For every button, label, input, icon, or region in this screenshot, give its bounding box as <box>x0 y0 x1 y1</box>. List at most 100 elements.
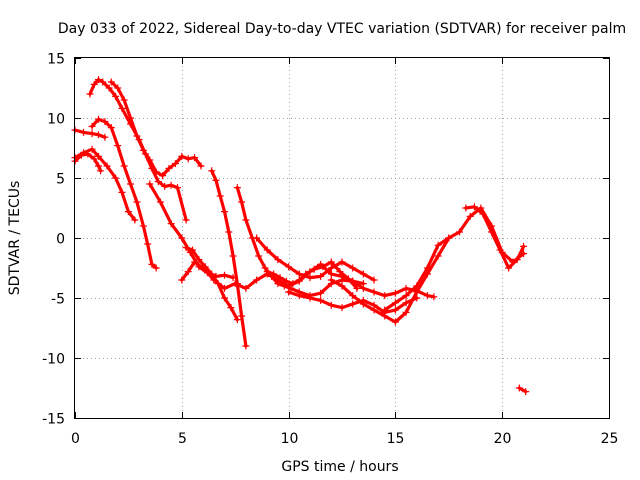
data-point <box>285 288 293 296</box>
data-point <box>112 92 120 100</box>
data-point <box>99 78 107 86</box>
data-point <box>238 198 246 206</box>
data-point <box>221 294 229 302</box>
data-point <box>107 78 115 86</box>
data-point <box>381 308 389 316</box>
data-point <box>310 265 318 273</box>
data-point <box>86 90 94 98</box>
data-point <box>133 198 141 206</box>
data-point <box>336 268 344 276</box>
data-point <box>154 178 162 186</box>
data-point <box>327 258 335 266</box>
data-point <box>242 216 250 224</box>
series-trace-4 <box>88 115 160 272</box>
series-trace-10 <box>182 244 241 324</box>
data-point <box>184 268 192 276</box>
data-point <box>238 312 246 320</box>
data-point <box>402 308 410 316</box>
data-point <box>370 276 378 284</box>
data-point <box>114 142 122 150</box>
data-point <box>105 84 113 92</box>
data-point <box>118 104 126 112</box>
data-point <box>274 280 282 288</box>
data-point <box>353 284 361 292</box>
data-point <box>221 208 229 216</box>
data-point <box>201 263 209 271</box>
data-point <box>391 299 399 307</box>
data-point <box>101 118 109 126</box>
data-point <box>263 268 271 276</box>
data-point <box>488 228 496 236</box>
data-point <box>120 96 128 104</box>
series-line <box>329 236 451 324</box>
data-point <box>391 289 399 297</box>
data-point <box>261 264 269 272</box>
data-point <box>287 284 295 292</box>
data-layer <box>71 76 530 396</box>
data-point <box>146 156 154 164</box>
data-point <box>242 342 250 350</box>
data-point <box>289 280 297 288</box>
data-point <box>479 210 487 218</box>
data-point <box>513 256 521 264</box>
series-trace-12 <box>253 234 378 284</box>
series-trace-6 <box>107 78 205 180</box>
data-point <box>520 242 528 250</box>
data-point <box>127 180 135 188</box>
chart-title: Day 033 of 2022, Sidereal Day-to-day VTE… <box>58 21 626 37</box>
data-point <box>253 234 261 242</box>
grid-layer <box>75 58 609 418</box>
data-point <box>233 184 241 192</box>
data-point <box>302 270 310 278</box>
x-tick-label: 5 <box>178 431 187 447</box>
data-point <box>317 289 325 297</box>
data-point <box>148 260 156 268</box>
data-point <box>229 252 237 260</box>
x-axis-label: GPS time / hours <box>281 459 398 475</box>
data-point <box>118 188 126 196</box>
data-point <box>88 122 96 130</box>
data-point <box>359 270 367 278</box>
data-point <box>282 277 290 285</box>
data-point <box>445 234 453 242</box>
data-point <box>221 284 229 292</box>
data-point <box>402 284 410 292</box>
data-point <box>221 271 229 279</box>
data-point <box>214 280 222 288</box>
plot-frame <box>74 57 610 419</box>
series-trace-2 <box>71 126 109 141</box>
data-point <box>455 228 463 236</box>
data-point <box>182 216 190 224</box>
data-point <box>131 216 139 224</box>
data-point <box>276 274 284 282</box>
x-tick-label: 20 <box>494 431 512 447</box>
data-point <box>430 293 438 301</box>
data-point <box>349 300 357 308</box>
data-point <box>434 252 442 260</box>
data-point <box>391 306 399 314</box>
data-point <box>306 274 314 282</box>
data-point <box>94 115 102 123</box>
data-point <box>317 296 325 304</box>
data-point <box>327 270 335 278</box>
data-point <box>208 167 216 175</box>
data-point <box>103 162 111 170</box>
data-point <box>171 160 179 168</box>
data-point <box>161 182 169 190</box>
data-point <box>505 264 513 272</box>
data-point <box>165 164 173 172</box>
data-point <box>144 240 152 248</box>
series-line <box>90 117 158 270</box>
data-point <box>338 282 346 290</box>
data-point <box>139 222 147 230</box>
data-point <box>90 155 98 163</box>
data-point <box>88 145 96 153</box>
data-point <box>280 282 288 290</box>
data-point <box>263 246 271 254</box>
y-tick-label: -15 <box>42 412 65 428</box>
series-line <box>255 236 376 282</box>
x-tick-label: 15 <box>387 431 405 447</box>
data-point <box>174 184 182 192</box>
data-point <box>402 292 410 300</box>
